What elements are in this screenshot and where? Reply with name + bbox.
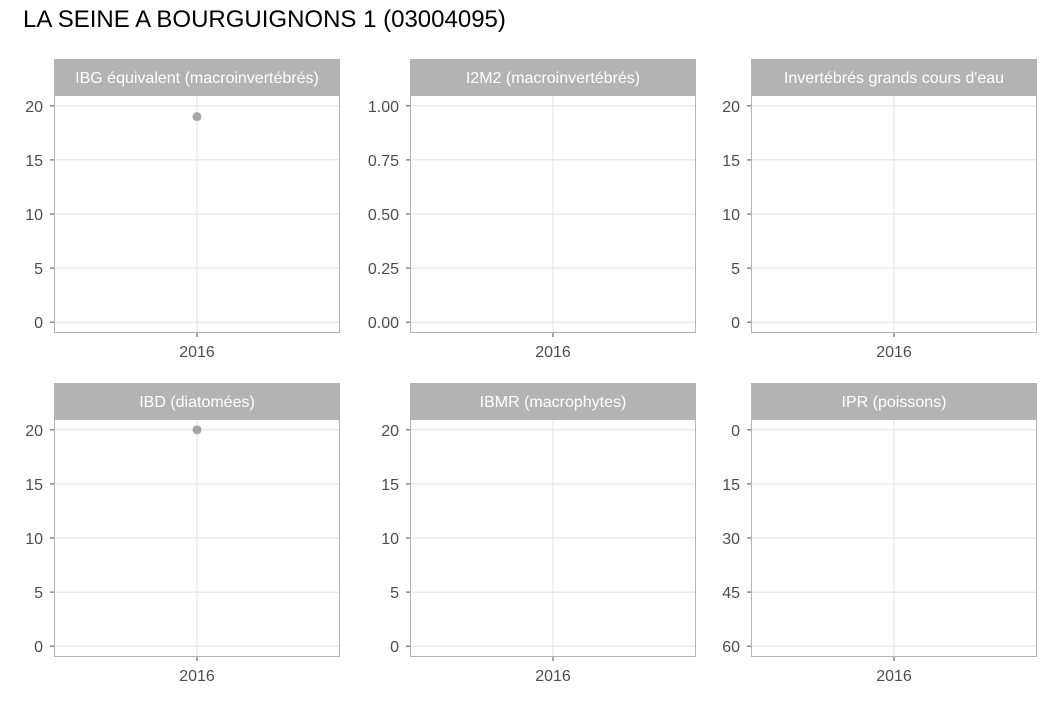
y-tick-label: 0 xyxy=(390,639,399,656)
y-tick-label: 20 xyxy=(381,423,399,440)
panel-1-border xyxy=(54,95,340,333)
panel-3-title: Invertébrés grands cours d'eau xyxy=(784,70,1004,87)
panel-5-border xyxy=(410,419,696,657)
y-tick-label: 10 xyxy=(25,531,43,548)
panel-6-border xyxy=(751,419,1037,657)
data-point xyxy=(192,112,202,122)
panel-6-title: IPR (poissons) xyxy=(842,394,947,411)
panel-6-strip xyxy=(751,383,1037,419)
y-tick-label: 0 xyxy=(731,315,740,332)
y-tick-label: 10 xyxy=(381,531,399,548)
y-tick-label: 0 xyxy=(34,315,43,332)
y-tick-label: 5 xyxy=(731,261,740,278)
page-title: LA SEINE A BOURGUIGNONS 1 (03004095) xyxy=(23,6,506,33)
x-tick-label: 2016 xyxy=(179,668,215,685)
panel-2-strip xyxy=(410,59,696,95)
y-tick-label: 20 xyxy=(722,99,740,116)
x-tick-label: 2016 xyxy=(535,344,571,361)
y-tick-label: 15 xyxy=(25,153,43,170)
y-tick-label: 0.25 xyxy=(368,261,399,278)
y-tick-label: 1.00 xyxy=(368,99,399,116)
y-tick-label: 0.00 xyxy=(368,315,399,332)
x-tick-label: 2016 xyxy=(876,668,912,685)
panel-3-border xyxy=(751,95,1037,333)
y-tick-label: 15 xyxy=(722,153,740,170)
y-tick-label: 10 xyxy=(25,207,43,224)
y-tick-label: 0 xyxy=(731,423,740,440)
panel-2-title: I2M2 (macroinvertébrés) xyxy=(466,70,640,87)
y-tick-label: 15 xyxy=(25,477,43,494)
y-tick-label: 5 xyxy=(34,261,43,278)
y-tick-label: 30 xyxy=(722,531,740,548)
panel-4-title: IBD (diatomées) xyxy=(139,394,255,411)
x-tick-label: 2016 xyxy=(876,344,912,361)
y-tick-label: 20 xyxy=(25,423,43,440)
y-tick-label: 20 xyxy=(25,99,43,116)
panel-2-border xyxy=(410,95,696,333)
y-tick-label: 5 xyxy=(34,585,43,602)
y-tick-label: 60 xyxy=(722,639,740,656)
panel-1-strip xyxy=(54,59,340,95)
data-point xyxy=(192,425,202,435)
panel-5-title: IBMR (macrophytes) xyxy=(480,394,627,411)
panel-5-strip xyxy=(410,383,696,419)
x-tick-label: 2016 xyxy=(179,344,215,361)
panel-3-strip xyxy=(751,59,1037,95)
y-tick-label: 0 xyxy=(34,639,43,656)
y-tick-label: 0.50 xyxy=(368,207,399,224)
y-tick-label: 10 xyxy=(722,207,740,224)
x-tick-label: 2016 xyxy=(535,668,571,685)
y-tick-label: 0.75 xyxy=(368,153,399,170)
y-tick-label: 15 xyxy=(722,477,740,494)
panel-4-border xyxy=(54,419,340,657)
panel-4-strip xyxy=(54,383,340,419)
panel-1-title: IBG équivalent (macroinvertébrés) xyxy=(75,70,319,87)
y-tick-label: 15 xyxy=(381,477,399,494)
y-tick-label: 5 xyxy=(390,585,399,602)
y-tick-label: 45 xyxy=(722,585,740,602)
